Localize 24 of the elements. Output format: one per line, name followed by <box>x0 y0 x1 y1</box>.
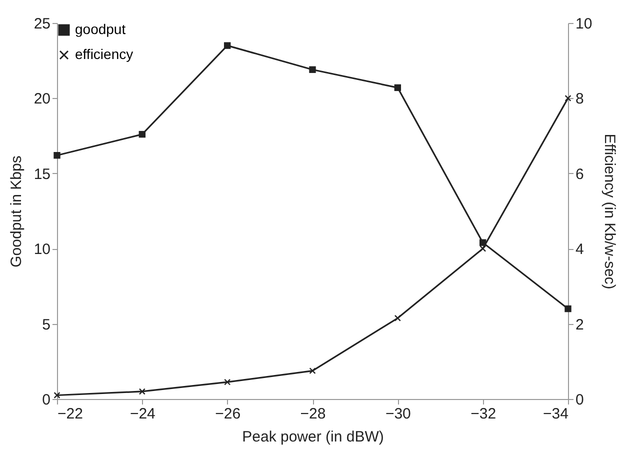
legend-label: efficiency <box>75 46 134 62</box>
y2-tick-label: 2 <box>576 316 584 334</box>
x-tick-label: −32 <box>470 406 496 422</box>
y-tick-label: 25 <box>34 16 50 32</box>
x-tick-label: −28 <box>300 406 326 422</box>
legend-label: goodput <box>75 21 126 37</box>
x-axis-title: Peak power (in dBW) <box>242 428 384 446</box>
y2-tick-label: 6 <box>576 166 584 183</box>
y-tick-label: 20 <box>34 90 50 108</box>
x-tick-label: −24 <box>130 406 156 422</box>
y-axis-title: Goodput in Kbps <box>8 156 25 268</box>
y-tick-label: 0 <box>42 392 50 408</box>
y2-axis-title: Efficiency (in Kb/w-sec) <box>601 134 618 290</box>
y2-tick-label: 8 <box>576 90 584 108</box>
x-tick-label: −26 <box>215 406 241 422</box>
x-tick-label: −22 <box>58 406 83 422</box>
y-tick-label: 15 <box>34 166 50 183</box>
y2-tick-label: 0 <box>576 392 584 408</box>
x-tick-label: −30 <box>385 406 411 422</box>
y-tick-label: 5 <box>42 316 50 334</box>
y-tick-label: 10 <box>34 241 50 258</box>
y2-tick-label: 10 <box>576 16 592 32</box>
y2-tick-label: 4 <box>576 241 584 258</box>
x-tick-label: −34 <box>543 406 568 422</box>
